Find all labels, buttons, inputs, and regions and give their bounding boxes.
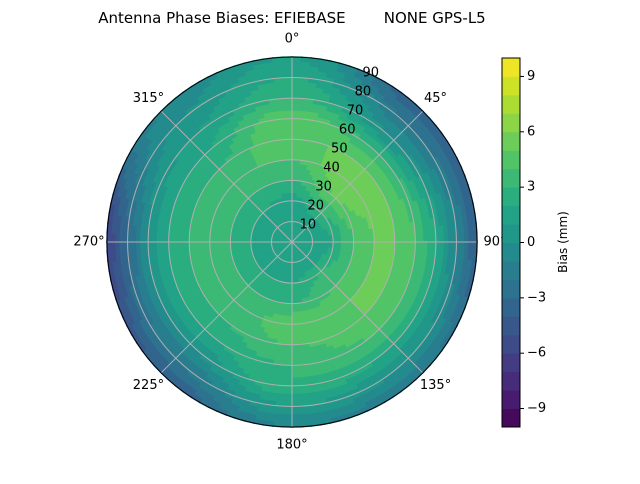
chart-title: Antenna Phase Biases: EFIEBASE NONE GPS-… [98, 9, 485, 27]
